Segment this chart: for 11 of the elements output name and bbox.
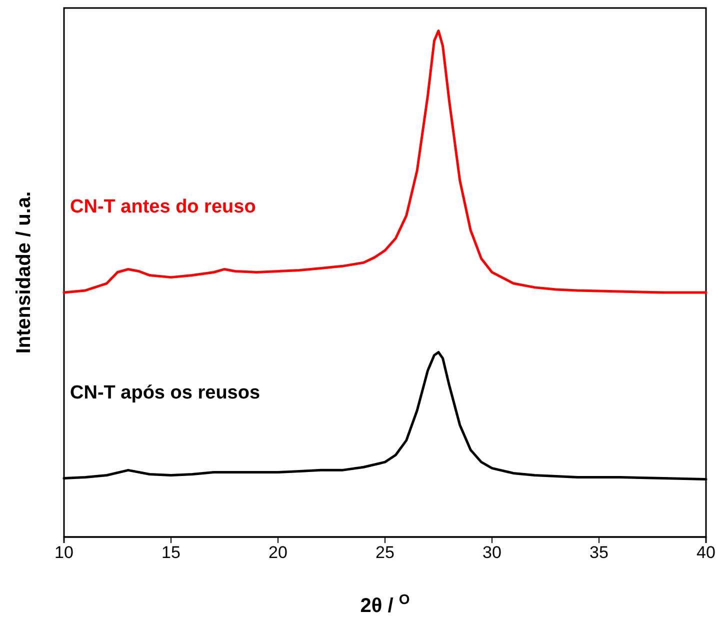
x-tick-label: 40 [696,543,716,562]
x-axis-title: 2θ / $^{O}$ [360,591,410,617]
x-tick-label: 25 [376,543,394,562]
x-tick-label: 20 [268,543,288,562]
y-axis-title: Intensidade / u.a. [13,191,35,354]
x-tick-label: 30 [482,543,502,562]
x-tick-label: 10 [54,543,74,562]
x-tick-label: 35 [590,543,608,562]
text: CN-T após os reusos [70,382,260,404]
x-tick-label: 15 [162,543,180,562]
text: CN-T antes do reuso [70,196,256,218]
